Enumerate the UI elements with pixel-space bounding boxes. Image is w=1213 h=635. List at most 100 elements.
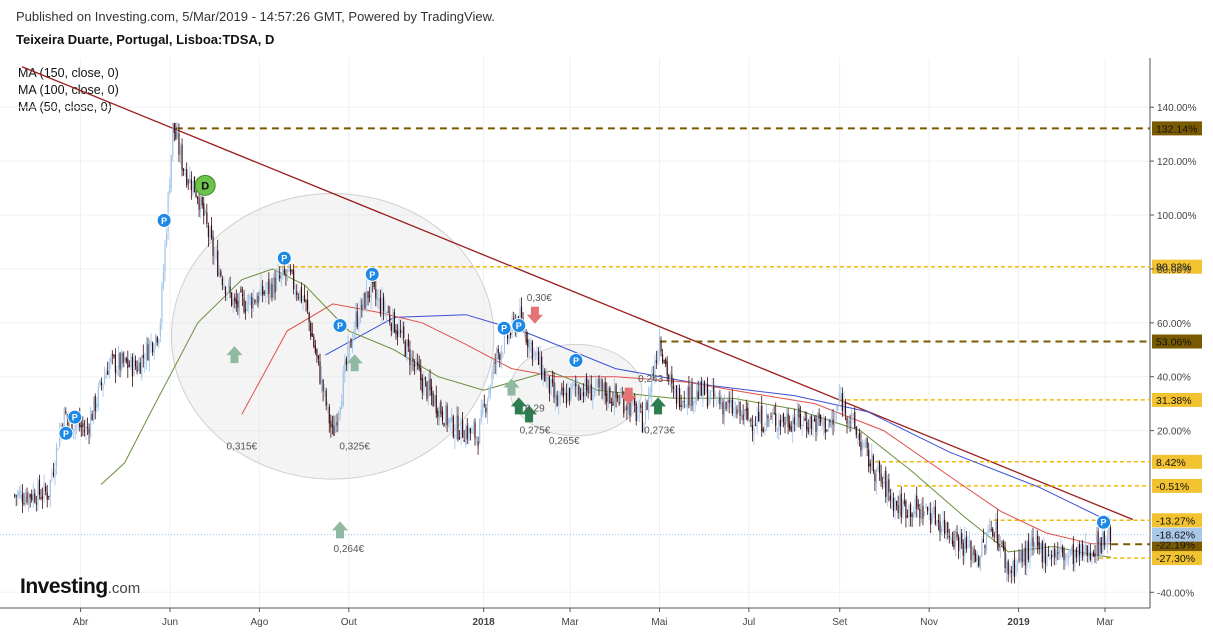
candle-body: [951, 540, 954, 544]
candle-body: [479, 419, 481, 444]
candle-body: [519, 308, 521, 328]
candle-body: [1044, 544, 1047, 564]
candle-body: [665, 359, 667, 364]
candle-body: [930, 512, 932, 525]
candle-body: [1006, 562, 1008, 572]
candle-body: [159, 323, 161, 337]
candle-body: [303, 295, 306, 302]
candle-body: [632, 398, 634, 404]
candle-body: [51, 475, 53, 478]
candle-body: [834, 420, 836, 427]
symbol-title: Teixeira Duarte, Portugal, Lisboa:TDSA, …: [16, 32, 275, 47]
candle-body: [629, 401, 631, 416]
candle-body: [567, 390, 569, 402]
candle-body: [496, 348, 498, 365]
candle-body: [355, 313, 357, 328]
time-axis[interactable]: Abr Jun Ago Out 2018 Mar Mai Jul Set Nov 2019 Mar: [73, 608, 1114, 628]
candle-body: [931, 517, 933, 521]
candle-body: [601, 379, 603, 390]
candle-body: [125, 357, 127, 363]
candle-body: [1009, 570, 1011, 572]
candle-body: [886, 481, 888, 500]
candle-body: [539, 354, 541, 369]
candle-body: [1099, 541, 1101, 557]
candle-body: [330, 420, 332, 428]
legend-ma100[interactable]: MA (100, close, 0): [18, 83, 119, 97]
candle-body: [336, 421, 338, 426]
candle-body: [444, 404, 447, 427]
candle-body: [240, 288, 242, 293]
candle-body: [572, 384, 574, 386]
x-tick-label: Nov: [920, 617, 938, 628]
candle-body: [680, 404, 682, 407]
candle-body: [339, 407, 341, 416]
p-marker-label: P: [337, 321, 343, 331]
candle-body: [41, 496, 44, 499]
candle-body: [688, 386, 690, 406]
candle-body: [996, 518, 998, 543]
candle-body: [900, 493, 902, 518]
level-badge: [1152, 334, 1202, 349]
candle-body: [1061, 546, 1064, 553]
candle-body: [821, 423, 823, 425]
candle-body: [877, 465, 879, 472]
price-annotation: 0,243: [638, 374, 663, 385]
candle-body: [229, 286, 231, 293]
candle-body: [789, 423, 791, 430]
candle-body: [961, 532, 963, 544]
candle-body: [40, 496, 42, 499]
candle-body: [564, 390, 566, 396]
candle-body: [379, 298, 382, 314]
candle-body: [747, 407, 749, 420]
candle-body: [136, 366, 138, 373]
x-tick-label: Ago: [250, 617, 268, 628]
x-tick-label: Jul: [742, 617, 755, 628]
candle-body: [620, 396, 622, 400]
candle-body: [291, 270, 293, 272]
candle-body: [198, 198, 200, 210]
legend-ma150[interactable]: MA (150, close, 0): [18, 66, 119, 80]
candle-body: [251, 297, 253, 309]
candle-body: [544, 370, 546, 382]
candle-body: [237, 300, 239, 308]
buy-arrow: [346, 354, 363, 372]
level-label: 31.38%: [1156, 395, 1192, 407]
candle-body: [889, 495, 892, 501]
candle-body: [989, 528, 991, 531]
sell-arrow: [620, 387, 637, 405]
candle-body: [362, 293, 365, 307]
candle-body: [249, 295, 251, 299]
candle-body: [623, 398, 625, 414]
y-tick-label: 100.00%: [1157, 211, 1197, 222]
candle-body: [531, 341, 533, 360]
candle-body: [905, 501, 907, 518]
candle-body: [1089, 552, 1091, 560]
candle-body: [683, 401, 685, 403]
candle-body: [1023, 550, 1025, 563]
candle-body: [1086, 545, 1088, 557]
candle-body: [410, 355, 413, 370]
candle-body: [417, 361, 419, 366]
candle-body: [474, 422, 476, 439]
candle-body: [604, 382, 606, 397]
candle-body: [607, 387, 609, 404]
candle-body: [595, 379, 597, 392]
candle-body: [238, 292, 241, 312]
price-axis[interactable]: 140.00% 120.00% 100.00% 80.00% 60.00% 40.00% 2…: [1150, 103, 1197, 599]
candle-body: [875, 469, 878, 485]
candle-body: [286, 268, 289, 273]
candle-body: [1072, 544, 1074, 564]
candle-body: [338, 413, 340, 422]
p-marker: [1096, 514, 1112, 530]
candle-body: [282, 267, 284, 275]
candle-body: [528, 340, 530, 351]
candle-body: [682, 401, 684, 408]
candle-body: [954, 530, 957, 547]
candle-body: [987, 528, 989, 536]
p-marker-label: P: [516, 321, 522, 331]
candle-body: [82, 423, 84, 428]
candle-body: [372, 281, 374, 284]
candle-body: [196, 196, 199, 199]
candle-body: [96, 403, 98, 409]
